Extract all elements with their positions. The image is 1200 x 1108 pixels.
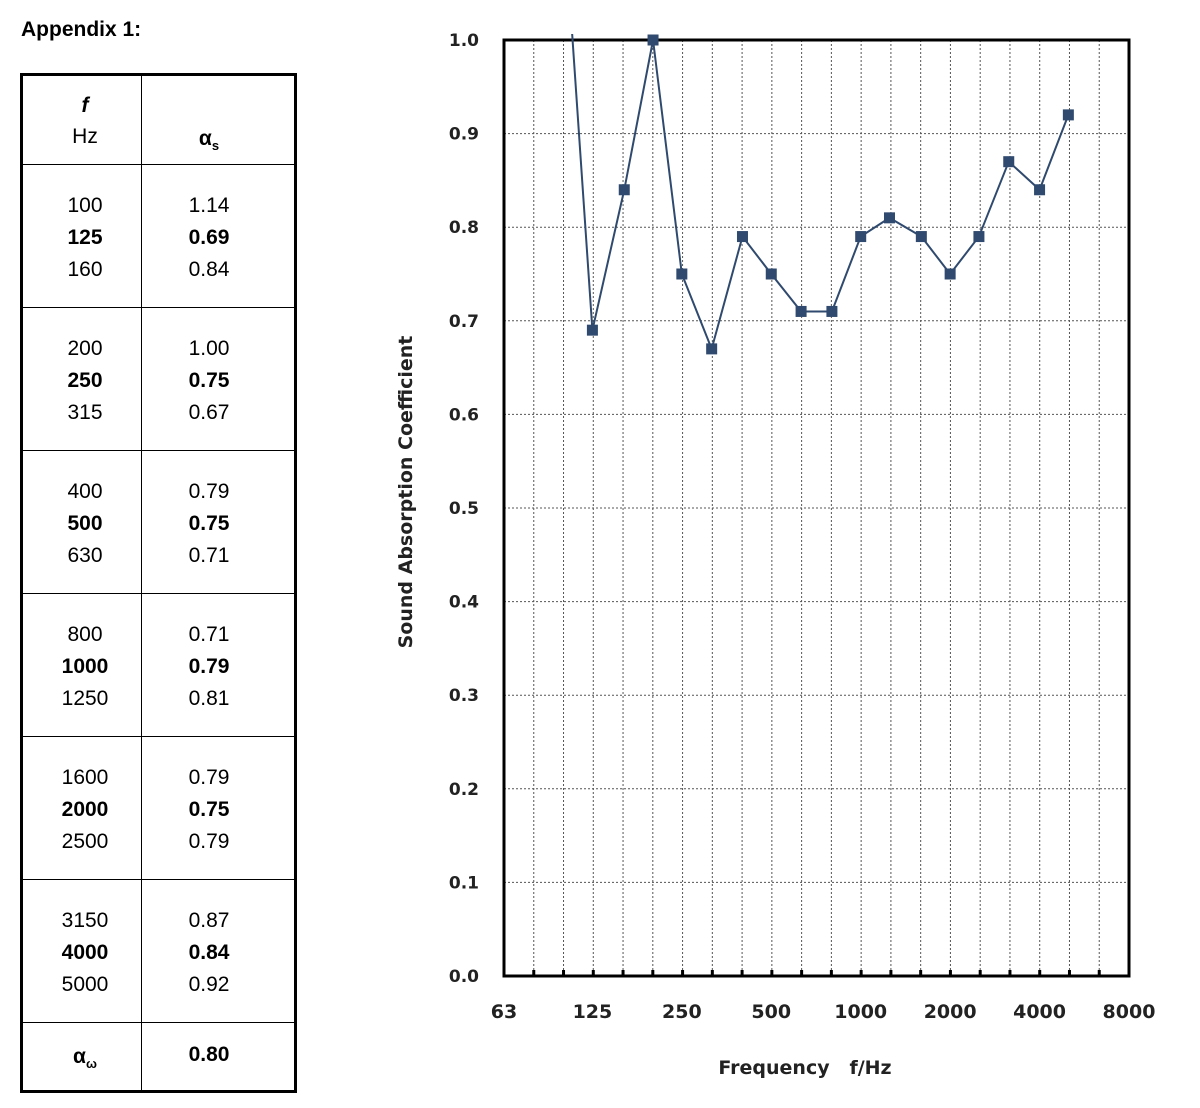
column-divider: [141, 76, 142, 1090]
table-cell-alpha: 0.84: [188, 941, 230, 964]
data-point-marker: [944, 268, 956, 280]
data-point-marker: [973, 231, 985, 243]
table-cell-frequency: 125: [67, 226, 103, 249]
y-tick-label: 0.1: [449, 873, 479, 893]
table-cell-alpha: 0.92: [188, 973, 230, 996]
header-f: f: [81, 94, 89, 117]
table-cell-frequency: 100: [67, 194, 103, 217]
x-tick-label: 1000: [834, 1001, 887, 1023]
table-cell-alpha: 0.79: [188, 830, 230, 853]
y-tick-label: 0.4: [449, 593, 479, 613]
y-tick-label: 1.0: [449, 31, 479, 51]
data-point-marker: [1034, 184, 1046, 196]
series-line: [571, 34, 1070, 353]
data-point-marker: [1062, 109, 1074, 121]
row-divider: [23, 1022, 294, 1023]
footer-label: αω: [73, 1045, 97, 1072]
row-divider: [23, 736, 294, 737]
table-cell-alpha: 0.79: [188, 480, 230, 503]
data-point-marker: [586, 324, 598, 336]
table-cell-frequency: 1250: [61, 687, 109, 710]
row-divider: [23, 307, 294, 308]
table-cell-alpha: 0.75: [188, 369, 230, 392]
row-divider: [23, 164, 294, 165]
table-cell-alpha: 0.79: [188, 766, 230, 789]
table-cell-frequency: 400: [67, 480, 103, 503]
header-unit: Hz: [72, 125, 98, 148]
chart-series: [571, 34, 1074, 355]
data-point-marker: [915, 231, 927, 243]
row-divider: [23, 450, 294, 451]
table-cell-alpha: 1.00: [188, 337, 230, 360]
table-cell-frequency: 2500: [61, 830, 109, 853]
row-divider: [23, 593, 294, 594]
x-axis-label: Frequency f/Hz: [718, 1057, 891, 1079]
table-cell-alpha: 0.84: [188, 258, 230, 281]
table-cell-frequency: 315: [67, 401, 103, 424]
table-cell-frequency: 2000: [61, 798, 109, 821]
data-point-marker: [855, 231, 867, 243]
x-tick-label: 2000: [924, 1001, 977, 1023]
data-point-marker: [736, 231, 748, 243]
table-cell-alpha: 1.14: [188, 194, 230, 217]
y-tick-label: 0.5: [449, 499, 479, 519]
table-cell-frequency: 500: [67, 512, 103, 535]
table-cell-alpha: 0.75: [188, 798, 230, 821]
table-cell-alpha: 0.69: [188, 226, 230, 249]
table-cell-frequency: 4000: [61, 941, 109, 964]
x-tick-label: 63: [491, 1001, 517, 1023]
table-cell-alpha: 0.67: [188, 401, 230, 424]
table-cell-alpha: 0.87: [188, 909, 230, 932]
table-cell-frequency: 5000: [61, 973, 109, 996]
data-point-marker: [795, 305, 807, 317]
y-tick-label: 0.6: [449, 405, 479, 425]
y-tick-label: 0.2: [449, 780, 479, 800]
y-tick-label: 0.7: [449, 312, 479, 332]
data-point-marker: [647, 34, 659, 46]
table-cell-alpha: 0.81: [188, 687, 230, 710]
data-point-marker: [1003, 156, 1015, 168]
chart-axes: 0.0 0.1 0.2 0.3 0.4 0.5 0.6 0.7 0.8 0.9 1.0 63 125 25…: [449, 31, 1156, 1023]
header-alpha: αs: [198, 127, 220, 154]
table-cell-alpha: 0.71: [188, 544, 230, 567]
x-tick-label: 500: [751, 1001, 791, 1023]
row-divider: [23, 879, 294, 880]
x-tick-label: 125: [573, 1001, 613, 1023]
data-point-marker: [618, 184, 630, 196]
x-tick-label: 8000: [1103, 1001, 1156, 1023]
plot-frame: [502, 38, 1131, 978]
table-cell-frequency: 200: [67, 337, 103, 360]
table-cell-alpha: 0.71: [188, 623, 230, 646]
table-cell-frequency: 800: [67, 623, 103, 646]
footer-value: 0.80: [188, 1043, 230, 1066]
table-cell-frequency: 250: [67, 369, 103, 392]
data-point-marker: [883, 212, 895, 224]
y-tick-label: 0.8: [449, 218, 479, 238]
data-point-marker: [826, 305, 838, 317]
table-cell-frequency: 1600: [61, 766, 109, 789]
data-point-marker: [706, 343, 718, 355]
table-cell-frequency: 1000: [61, 655, 109, 678]
x-tick-label: 4000: [1013, 1001, 1066, 1023]
absorption-table: f Hz αs 100 1.14 125 0.69 160 0.84 200 1.00 250 0…: [20, 73, 297, 1093]
table-cell-alpha: 0.79: [188, 655, 230, 678]
table-cell-frequency: 3150: [61, 909, 109, 932]
chart-grid: [504, 40, 1129, 976]
table-cell-alpha: 0.75: [188, 512, 230, 535]
x-tick-label: 250: [662, 1001, 702, 1023]
y-axis-label: Sound Absorption Coefficient: [395, 336, 417, 649]
table-cell-frequency: 160: [67, 258, 103, 281]
table-cell-frequency: 630: [67, 544, 103, 567]
data-point-marker: [676, 268, 688, 280]
y-tick-label: 0.9: [449, 125, 479, 145]
absorption-chart: 0.0 0.1 0.2 0.3 0.4 0.5 0.6 0.7 0.8 0.9 1.0 63 125 25…: [395, 31, 1156, 1079]
data-point-marker: [765, 268, 777, 280]
y-tick-label: 0.0: [449, 967, 479, 987]
y-tick-label: 0.3: [449, 686, 479, 706]
page-title: Appendix 1:: [21, 18, 142, 41]
